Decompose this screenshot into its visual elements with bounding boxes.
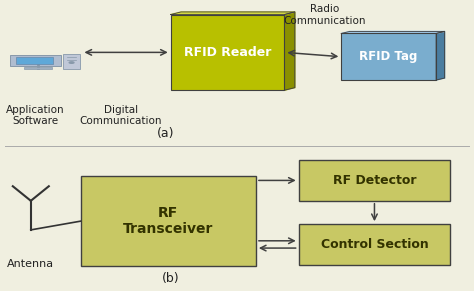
Text: Radio
Communication: Radio Communication: [283, 4, 366, 26]
FancyBboxPatch shape: [10, 55, 61, 66]
FancyBboxPatch shape: [16, 57, 53, 64]
FancyBboxPatch shape: [63, 54, 80, 69]
Text: RFID Reader: RFID Reader: [184, 46, 271, 59]
Circle shape: [69, 62, 74, 63]
Text: Digital
Communication: Digital Communication: [80, 105, 162, 126]
FancyBboxPatch shape: [24, 67, 52, 69]
Polygon shape: [341, 31, 445, 33]
Polygon shape: [171, 12, 295, 15]
Bar: [341, 33, 436, 80]
Text: Application
Software: Application Software: [6, 105, 65, 126]
Bar: [299, 224, 450, 265]
Text: Control Section: Control Section: [320, 238, 428, 251]
Text: RF
Transceiver: RF Transceiver: [123, 206, 213, 236]
Polygon shape: [436, 31, 445, 80]
Text: (a): (a): [157, 127, 174, 140]
Bar: [299, 160, 450, 201]
Polygon shape: [284, 12, 295, 90]
Bar: [81, 176, 256, 266]
Bar: [171, 15, 284, 90]
Text: (b): (b): [162, 272, 180, 285]
Text: RFID Tag: RFID Tag: [359, 50, 418, 63]
Text: Antenna: Antenna: [7, 259, 55, 269]
Text: RF Detector: RF Detector: [333, 174, 416, 187]
